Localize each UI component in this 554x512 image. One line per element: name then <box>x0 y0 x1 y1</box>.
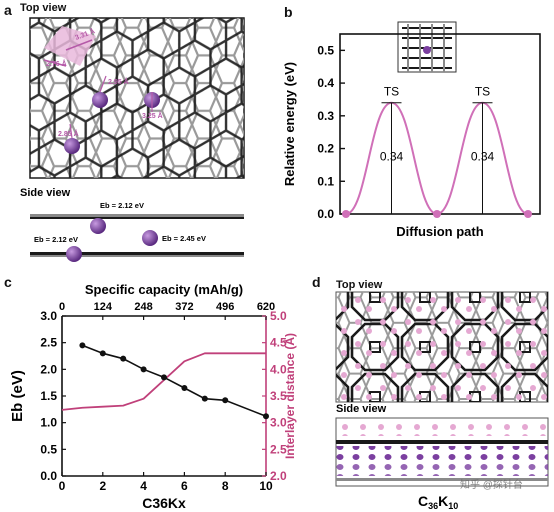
b-ylabel: Relative energy (eV) <box>282 62 297 186</box>
side-energy-2: Eb = 2.12 eV <box>34 235 78 244</box>
panel-label-d: d <box>312 274 321 290</box>
side-atom-2 <box>66 246 82 262</box>
b-ytick-label: 0.3 <box>317 109 334 123</box>
panel-b: b 0.0 0.1 0.2 0.3 0.4 0.5 Relative energy (eV)… <box>270 0 554 272</box>
b-xlabel: Diffusion path <box>396 224 483 239</box>
panel-label-b: b <box>284 4 293 20</box>
b-barrier-value: 0.34 <box>380 149 404 163</box>
d-side-bottom-atoms <box>336 462 548 476</box>
b-ytick-label: 0.5 <box>317 43 334 57</box>
b-minimum-point <box>524 210 532 218</box>
b-ytick-label: 0.1 <box>317 174 334 188</box>
c-xtick-label: 6 <box>181 479 188 493</box>
top-view-title: Top view <box>20 2 67 14</box>
d-side-layer-light <box>336 478 548 481</box>
panel-a: a Top view 3.31 Å 2.76 Å 2.95 Å <box>0 0 270 272</box>
c-ytick-right-label: 2.0 <box>270 469 287 483</box>
c-eb-point <box>120 355 127 362</box>
c-top-tick-label: 124 <box>94 301 113 313</box>
c-eb-point <box>99 350 106 357</box>
d-side-mid-atoms <box>336 446 548 460</box>
c-eb-point <box>79 342 86 349</box>
d-k-atoms-top <box>336 292 548 402</box>
distance-label-4: 3.25 Å <box>142 111 163 120</box>
side-view-title: Side view <box>20 187 71 199</box>
c-eb-point <box>140 366 147 373</box>
side-layer-top-light <box>30 214 244 217</box>
b-ts-label: TS <box>475 85 490 99</box>
side-atom-3 <box>142 230 158 246</box>
ts-inset-structure <box>397 21 457 73</box>
c-top-tick-label: 0 <box>59 301 65 313</box>
c-eb-point <box>161 374 167 381</box>
panel-d-figure: Side view C36K10 知乎 @探针台 <box>335 291 549 511</box>
b-energy-curve <box>345 101 529 216</box>
side-energy-3: Eb = 2.45 eV <box>162 234 206 243</box>
c-ytick-left-label: 2.0 <box>40 362 57 376</box>
c-ytick-left-label: 1.5 <box>40 389 57 403</box>
c-top-tick-label: 620 <box>257 301 275 313</box>
side-layer-bottom-dark <box>30 252 244 255</box>
c-ytick-right-label: 4.0 <box>270 362 287 376</box>
unit-cell-highlight <box>44 26 96 66</box>
side-energy-1: Eb = 2.12 eV <box>100 201 144 210</box>
c-ytick-right-label: 2.5 <box>270 442 287 456</box>
c-interlayer-curve <box>61 352 266 411</box>
b-minimum-point <box>433 210 441 218</box>
b-ytick-label: 0.0 <box>317 207 334 221</box>
c-ytick-left-label: 1.0 <box>40 416 57 430</box>
watermark: 知乎 @探针台 <box>460 478 523 491</box>
c-xtick-label: 4 <box>140 479 147 493</box>
panel-label-a: a <box>4 2 12 18</box>
b-ts-label: TS <box>384 85 399 99</box>
b-minimum-point <box>342 210 350 218</box>
side-layer-bottom-light <box>30 255 244 257</box>
c-ytick-left-label: 2.5 <box>40 336 57 350</box>
panel-label-c: c <box>4 274 12 290</box>
c-ytick-right-label: 3.5 <box>270 389 287 403</box>
energy-profile-chart: 0.0 0.1 0.2 0.3 0.4 0.5 Relative energy (eV) Di… <box>282 21 541 239</box>
c-xtick-label: 2 <box>99 479 106 493</box>
c-eb-point <box>263 413 269 420</box>
distance-label-3: 2.95 Å <box>108 77 129 86</box>
b-barrier-value: 0.34 <box>471 149 495 163</box>
c-ytick-right-label: 3.0 <box>270 416 287 430</box>
c-ytick-right-label: 5.0 <box>270 309 287 323</box>
d-formula: C36K10 <box>418 493 458 511</box>
c-top-tick-label: 372 <box>175 301 193 313</box>
c-ylabel-right: Interlayer distance (Å) <box>282 333 297 459</box>
eb-interlayer-chart: 0 2 4 6 8 10 0 124 248 372 496 620 0.0 0.5 1.0 1.5 2.0 2.… <box>9 282 297 511</box>
d-top-view-title: Top view <box>336 279 383 291</box>
panel-c: c 0 2 4 6 8 10 0 124 248 372 496 620 0.0 0.5 1.0 1.5 2.0… <box>0 272 300 512</box>
c-top-tick-label: 248 <box>134 301 152 313</box>
c-xtick-label: 8 <box>222 479 229 493</box>
c-xlabel: C36Kx <box>142 495 186 511</box>
c-ytick-left-label: 0.0 <box>40 469 57 483</box>
c-ytick-left-label: 0.5 <box>40 442 57 456</box>
side-atom-1 <box>90 218 106 234</box>
d-side-view-title: Side view <box>336 403 387 415</box>
k-atom-1 <box>92 92 108 108</box>
distance-label-5: 2.85 Å <box>58 129 79 138</box>
c-ytick-left-label: 3.0 <box>40 309 57 323</box>
c-eb-point <box>222 397 229 404</box>
b-ytick-label: 0.2 <box>317 142 334 156</box>
d-side-layer-dark <box>336 440 548 444</box>
c-top-tick-label: 496 <box>216 301 234 313</box>
c-eb-point <box>201 395 208 402</box>
b-ytick-label: 0.4 <box>317 76 334 90</box>
c-ylabel-left: Eb (eV) <box>9 370 26 422</box>
c-eb-point <box>181 385 188 391</box>
panel-a-figure: 3.31 Å 2.76 Å 2.95 Å 3.25 Å 2.85 Å Side … <box>20 17 245 262</box>
panel-d: d Top view Side view <box>300 272 554 512</box>
c-xtick-label: 0 <box>59 479 66 493</box>
c-ytick-right-label: 4.5 <box>270 336 287 350</box>
side-layer-top-dark <box>30 217 244 219</box>
distance-label-2: 2.76 Å <box>46 59 67 68</box>
d-side-top-atoms <box>336 422 548 436</box>
c-xtick-label: 10 <box>259 479 273 493</box>
c-top-xlabel: Specific capacity (mAh/g) <box>85 282 243 297</box>
k-atom-3 <box>64 138 80 154</box>
